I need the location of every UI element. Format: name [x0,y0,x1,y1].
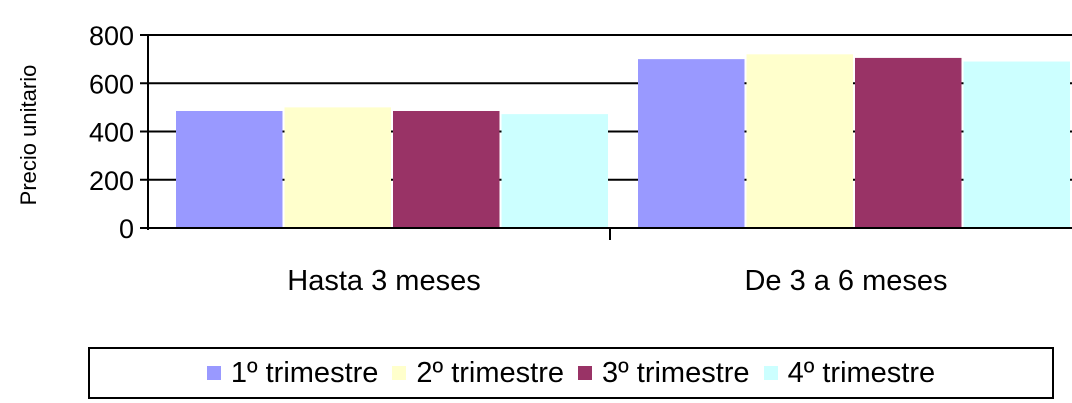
bars [176,54,1070,229]
y-tick-labels: 0 200 400 600 800 [89,21,134,244]
x-category-label: De 3 a 6 meses [744,265,947,297]
y-tick-label: 0 [119,214,134,244]
bar [746,54,853,228]
legend-swatch [763,366,778,380]
x-category-labels: Hasta 3 meses De 3 a 6 meses [287,265,947,297]
y-tick-label: 400 [89,118,134,148]
legend-swatch [206,366,221,380]
bar [638,59,745,228]
legend-item: 1º trimestre [206,356,379,390]
y-axis-title: Precio unitario [16,65,41,206]
legend-item: 2º trimestre [392,357,564,390]
bar [393,110,500,228]
legend-swatch [578,366,592,380]
axes [140,34,1072,240]
bar [176,110,283,228]
legend-swatch [392,366,407,380]
bar [855,57,962,229]
y-tick-label: 800 [89,21,134,51]
bar [501,114,608,228]
bar [963,61,1070,228]
y-tick-label: 200 [89,166,134,196]
bar [284,107,391,228]
legend-label: 1º trimestre [230,356,379,389]
legend-label: 2º trimestre [416,356,564,389]
bar-chart: 0 200 400 600 800 Hasta 3 meses De 3 a 6 mese… [16,21,1072,297]
x-category-label: Hasta 3 meses [287,265,480,297]
legend-label: 3º trimestre [602,356,750,389]
legend-label: 4º trimestre [787,356,936,389]
legend-item: 3º trimestre [578,357,750,390]
legend-item: 4º trimestre [763,356,936,390]
y-tick-label: 600 [89,69,134,99]
legend: 1º trimestre 2º trimestre 3º trimestre 4º t… [88,347,1054,399]
